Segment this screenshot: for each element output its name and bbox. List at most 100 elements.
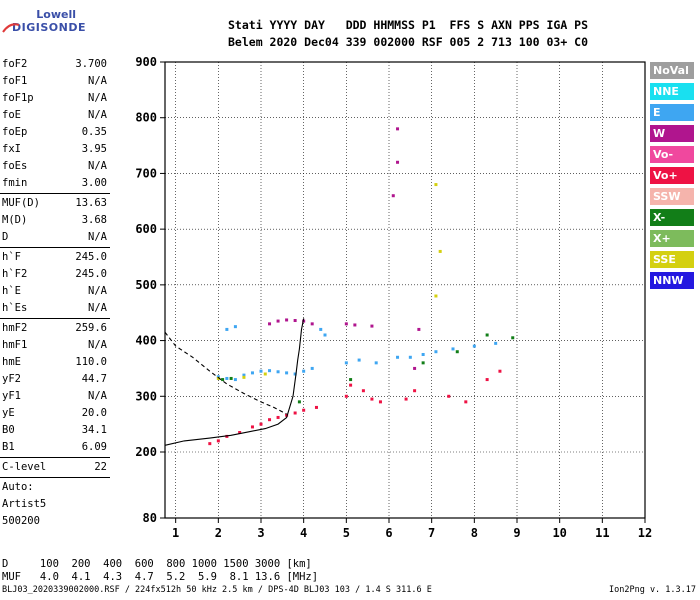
param-key: h`E — [2, 285, 21, 297]
param-value: 245.0 — [75, 268, 107, 280]
y-tick-label: 80 — [143, 511, 157, 525]
header-values-line: Belem 2020 Dec04 339 002000 RSF 005 2 71… — [228, 35, 589, 49]
echo-point-xminus — [511, 336, 515, 340]
echo-point-sse — [216, 376, 220, 380]
param-row: foEp 0.35 — [0, 124, 110, 141]
echo-point-e — [494, 341, 498, 345]
param-row: foF1p N/A — [0, 90, 110, 107]
param-value: 259.6 — [75, 322, 107, 334]
digisonde-logo: Lowell DIGISONDE — [2, 8, 85, 44]
param-value: 3.95 — [81, 143, 107, 155]
echo-point-w — [396, 160, 400, 164]
dashed-trace-curve — [164, 331, 287, 415]
param-value: 0.35 — [81, 126, 107, 138]
param-row: hmF1 N/A — [0, 337, 110, 354]
param-key: yF2 — [2, 373, 21, 385]
version-label: Ion2Png v. 1.3.17 — [609, 585, 696, 595]
echo-point-e — [374, 361, 378, 365]
echo-point-voplus — [485, 378, 489, 382]
echo-point-e — [451, 347, 455, 351]
legend-item-xplus: X+ — [650, 230, 694, 247]
param-row: D N/A — [0, 229, 110, 246]
echo-point-e — [259, 369, 263, 373]
legend-item-vominus: Vo- — [650, 146, 694, 163]
param-key: hmF1 — [2, 339, 28, 351]
param-key: foF2 — [2, 58, 28, 70]
echo-point-w — [396, 127, 400, 131]
param-key: foEp — [2, 126, 28, 138]
param-value: N/A — [88, 390, 107, 402]
param-key: foF1p — [2, 92, 34, 104]
x-tick-label: 10 — [552, 526, 566, 540]
param-value: N/A — [88, 109, 107, 121]
echo-point-voplus — [370, 397, 374, 401]
echo-point-voplus — [216, 439, 220, 443]
params-separator — [0, 247, 110, 248]
param-value: 3.700 — [75, 58, 107, 70]
header-fields-line: Stati YYYY DAY DDD HHMMSS P1 FFS S AXN P… — [228, 18, 589, 32]
echo-point-e — [242, 373, 246, 377]
params-separator — [0, 318, 110, 319]
param-key: B0 — [2, 424, 15, 436]
echo-point-e — [293, 372, 297, 376]
param-row: hmE 110.0 — [0, 354, 110, 371]
param-row: Artist5 — [0, 496, 110, 513]
chart-traces — [208, 127, 515, 446]
echo-point-w — [370, 324, 374, 328]
logo-swoosh-icon — [2, 23, 20, 33]
echo-point-voplus — [250, 425, 254, 429]
echo-point-e — [225, 376, 229, 380]
echo-point-voplus — [314, 405, 318, 409]
echo-point-e — [302, 369, 306, 373]
param-row: MUF(D) 13.63 — [0, 195, 110, 212]
param-value: 3.00 — [81, 177, 107, 189]
param-key: h`F — [2, 251, 21, 263]
legend-item-noval: NoVal — [650, 62, 694, 79]
param-value: 22 — [94, 461, 107, 473]
y-axis-ticks: 80 200 300 400 500 600 700 800 900 — [135, 55, 165, 525]
echo-point-e — [344, 361, 348, 365]
param-row: yF1 N/A — [0, 388, 110, 405]
logo-brand-top: Lowell — [36, 8, 76, 21]
echo-point-w — [268, 322, 272, 326]
params-separator — [0, 193, 110, 194]
param-key: M(D) — [2, 214, 28, 226]
echo-point-e — [421, 353, 425, 356]
chart-curves — [164, 318, 305, 446]
param-value: 20.0 — [81, 407, 107, 419]
file-info: BLJ03_2020339002000.RSF / 224fx512h 50 k… — [2, 585, 432, 595]
chart-grid — [165, 61, 646, 518]
echo-point-e — [472, 344, 476, 348]
param-row: yE 20.0 — [0, 405, 110, 422]
x-tick-label: 11 — [595, 526, 609, 540]
param-key: C-level — [2, 461, 47, 473]
echo-point-e — [319, 327, 323, 331]
param-value: 44.7 — [81, 373, 107, 385]
y-tick-label: 800 — [135, 111, 157, 125]
echo-point-xminus — [455, 350, 459, 354]
param-key: h`Es — [2, 302, 28, 314]
logo-brand-bottom: DIGISONDE — [12, 21, 86, 34]
param-key: B1 — [2, 441, 15, 453]
echo-point-e — [233, 325, 237, 329]
param-key: hmE — [2, 356, 21, 368]
param-row: foF2 3.700 — [0, 56, 110, 73]
param-value: N/A — [88, 92, 107, 104]
x-axis-ticks: 1 2 3 4 5 6 7 8 9 10 11 12 — [172, 518, 652, 540]
y-tick-label: 300 — [135, 389, 157, 403]
profile-curve — [164, 318, 305, 446]
param-key: foF1 — [2, 75, 28, 87]
param-row: h`Es N/A — [0, 300, 110, 317]
echo-point-voplus — [447, 394, 451, 398]
params-separator — [0, 457, 110, 458]
param-key: foE — [2, 109, 21, 121]
param-value: 6.09 — [81, 441, 107, 453]
params-separator — [0, 477, 110, 478]
param-key: fmin — [2, 177, 28, 189]
echo-point-voplus — [349, 383, 353, 387]
param-row: C-level 22 — [0, 459, 110, 476]
param-row: yF2 44.7 — [0, 371, 110, 388]
echo-point-w — [353, 323, 357, 327]
echo-point-voplus — [498, 369, 502, 373]
